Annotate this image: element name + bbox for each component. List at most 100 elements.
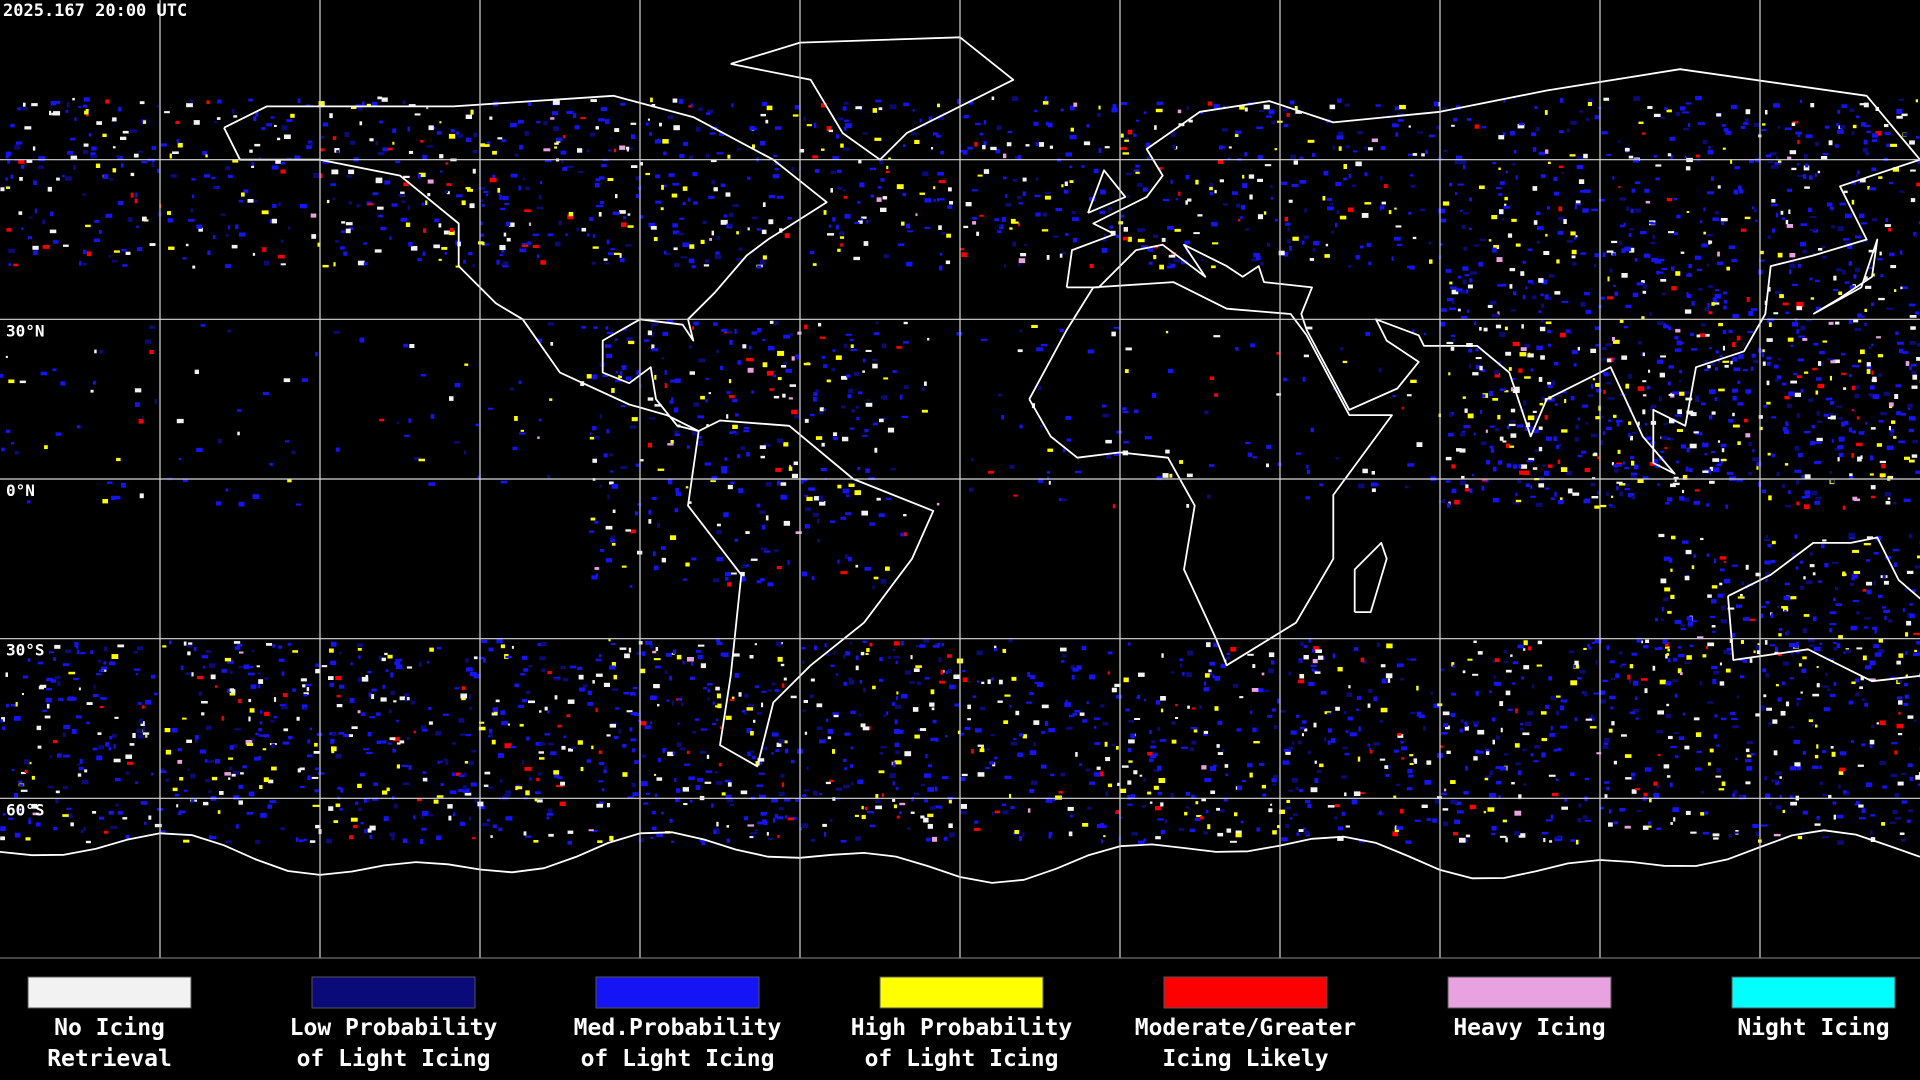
icing-pixel: [1291, 183, 1299, 187]
icing-pixel: [1138, 672, 1145, 677]
icing-pixel: [878, 770, 885, 774]
icing-pixel: [1313, 722, 1317, 728]
icing-pixel: [620, 466, 628, 469]
icing-pixel: [1625, 304, 1632, 309]
icing-pixel: [1001, 415, 1005, 420]
icing-pixel: [645, 122, 649, 126]
icing-pixel: [1293, 813, 1299, 817]
icing-pixel: [1523, 783, 1527, 786]
icing-pixel: [634, 511, 639, 516]
icing-pixel: [1473, 756, 1478, 761]
icing-pixel: [1780, 210, 1784, 215]
icing-pixel: [985, 766, 990, 769]
icing-pixel: [812, 155, 818, 159]
icing-pixel: [1811, 490, 1818, 496]
icing-pixel: [1790, 596, 1797, 600]
icing-pixel: [1115, 695, 1123, 699]
icing-pixel: [1775, 156, 1778, 161]
icing-pixel: [599, 201, 604, 205]
icing-pixel: [910, 655, 913, 660]
icing-pixel: [685, 562, 690, 567]
icing-pixel: [1637, 386, 1645, 391]
icing-pixel: [1155, 108, 1163, 113]
icing-pixel: [504, 743, 512, 749]
icing-pixel: [586, 374, 592, 379]
icing-pixel: [1732, 725, 1740, 729]
icing-pixel: [1792, 121, 1799, 124]
icing-pixel: [1264, 164, 1272, 167]
icing-pixel: [749, 836, 754, 839]
icing-pixel: [1591, 208, 1598, 212]
icing-pixel: [673, 247, 678, 251]
icing-pixel: [1451, 300, 1455, 304]
icing-pixel: [1644, 188, 1650, 193]
icing-pixel: [589, 436, 596, 440]
icing-pixel: [726, 331, 733, 334]
icing-pixel: [495, 699, 500, 703]
icing-pixel: [82, 249, 87, 255]
icing-pixel: [1784, 127, 1792, 131]
icing-pixel: [498, 190, 501, 196]
icing-pixel: [1506, 463, 1512, 468]
icing-pixel: [606, 353, 613, 358]
icing-pixel: [1469, 278, 1473, 283]
icing-pixel: [488, 647, 494, 652]
icing-pixel: [1836, 814, 1844, 819]
icing-pixel: [721, 469, 728, 474]
icing-pixel: [227, 174, 233, 178]
icing-pixel: [1731, 564, 1739, 567]
icing-pixel: [590, 99, 597, 102]
icing-pixel: [480, 233, 484, 237]
icing-pixel: [46, 703, 50, 709]
icing-pixel: [1301, 733, 1304, 737]
icing-pixel: [1245, 441, 1251, 445]
icing-pixel: [1171, 739, 1177, 744]
icing-pixel: [1116, 430, 1123, 434]
icing-pixel: [23, 759, 30, 765]
icing-pixel: [767, 837, 773, 841]
icing-pixel: [1861, 122, 1867, 127]
icing-pixel: [1866, 130, 1871, 134]
icing-pixel: [280, 263, 286, 266]
icing-pixel: [762, 102, 768, 106]
icing-pixel: [777, 835, 780, 838]
icing-pixel: [1707, 365, 1711, 369]
icing-pixel: [1656, 270, 1660, 275]
icing-pixel: [673, 125, 680, 131]
icing-pixel: [919, 192, 925, 195]
icing-pixel: [251, 650, 255, 653]
icing-pixel: [1565, 470, 1573, 476]
icing-pixel: [594, 567, 600, 570]
icing-pixel: [1221, 128, 1229, 132]
icing-pixel: [487, 786, 493, 789]
icing-pixel: [498, 827, 503, 832]
icing-pixel: [1009, 705, 1012, 708]
icing-pixel: [1460, 719, 1464, 723]
icing-pixel: [1419, 208, 1426, 212]
icing-pixel: [948, 823, 953, 828]
icing-pixel: [1839, 751, 1847, 756]
icing-pixel: [1018, 263, 1021, 267]
icing-pixel: [713, 829, 717, 835]
icing-pixel: [858, 220, 863, 224]
icing-pixel: [1214, 676, 1220, 681]
icing-pixel: [1702, 139, 1708, 145]
icing-pixel: [844, 101, 849, 105]
icing-pixel: [1551, 380, 1556, 386]
icing-pixel: [63, 244, 69, 247]
icing-pixel: [986, 748, 991, 751]
icing-pixel: [1818, 580, 1822, 583]
icing-pixel: [708, 392, 711, 395]
icing-pixel: [648, 509, 652, 515]
icing-pixel: [1618, 241, 1622, 246]
icing-pixel: [1800, 691, 1803, 694]
icing-pixel: [1460, 209, 1463, 212]
icing-pixel: [935, 786, 938, 792]
icing-pixel: [1848, 700, 1854, 705]
icing-pixel: [1848, 319, 1853, 324]
icing-pixel: [1794, 392, 1801, 397]
icing-pixel: [5, 155, 9, 159]
icing-pixel: [333, 262, 336, 267]
icing-pixel: [1178, 191, 1181, 196]
icing-pixel: [724, 331, 727, 334]
